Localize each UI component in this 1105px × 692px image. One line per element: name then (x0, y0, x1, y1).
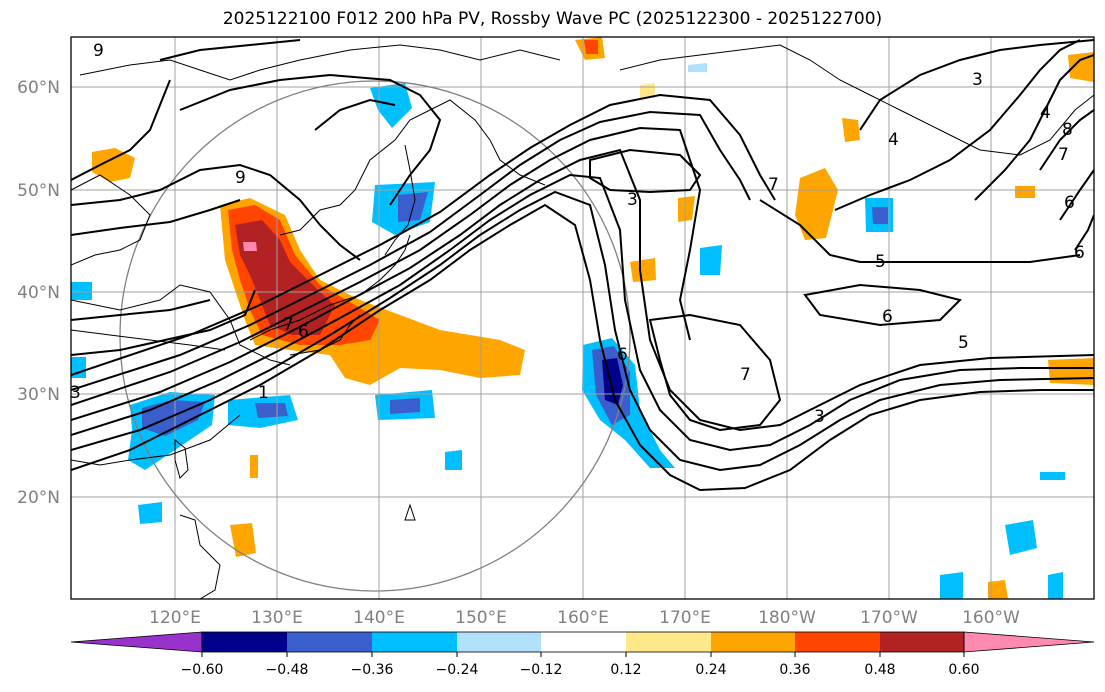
contour-label: 9 (93, 41, 104, 61)
pv-contours (71, 39, 1094, 492)
plot-frame (70, 36, 1095, 600)
colorbar-extend-min (70, 631, 203, 653)
negative-anomaly (1005, 520, 1037, 555)
negative-anomaly-strong (255, 403, 288, 418)
contour-label: 6 (298, 322, 309, 342)
colorbar-tick-label: 0.48 (864, 662, 895, 678)
contour-label: 7 (768, 175, 779, 195)
lon-tick-label: 160°E (557, 608, 609, 628)
positive-anomaly (988, 580, 1008, 599)
colorbar-segment (626, 632, 711, 652)
map-title: 2025122100 F012 200 hPa PV, Rossby Wave … (222, 9, 883, 29)
contour-label: 7 (283, 315, 294, 335)
colorbar-segment (880, 632, 964, 652)
colorbar-tick-label: 0.36 (779, 662, 810, 678)
negative-anomaly (370, 83, 412, 128)
contour-label: 7 (1058, 145, 1069, 165)
lon-tick-label: 140°E (353, 608, 405, 628)
contour-label-layer: 9 9 7 6 1 3 3 4 7 5 6 5 6 7 3 8 7 6 4 6 … (70, 41, 1085, 427)
contour-label: 3 (814, 407, 825, 427)
colorbar-segment (711, 632, 795, 652)
lon-tick-label: 170°W (860, 608, 918, 628)
colorbar-segment (287, 632, 372, 652)
contour-label: 5 (958, 333, 969, 353)
lon-axis: 120°E 130°E 140°E 150°E 160°E 170°E 180°… (149, 608, 1020, 628)
positive-anomaly (678, 196, 695, 222)
lon-tick-label: 150°E (455, 608, 507, 628)
positive-anomaly (584, 40, 598, 54)
colorbar-tick-label: 0.12 (610, 662, 641, 678)
colorbar-segment (372, 632, 457, 652)
lat-tick-label: 40°N (17, 283, 60, 303)
colorbar-tick-label: 0.24 (695, 662, 726, 678)
colorbar: −0.60 −0.48 −0.36 −0.24 −0.12 0.12 0.24 … (70, 631, 1095, 678)
contour-label: 7 (740, 365, 751, 385)
colorbar-tick-label: −0.60 (181, 662, 224, 678)
positive-anomaly (250, 455, 258, 478)
negative-anomaly (1048, 572, 1063, 599)
lat-tick-label: 30°N (17, 385, 60, 405)
negative-anomaly-strong (390, 398, 420, 414)
lon-tick-label: 120°E (149, 608, 201, 628)
contour-label: 3 (70, 383, 81, 403)
positive-anomaly (230, 523, 256, 557)
positive-anomaly (1015, 186, 1035, 198)
contour-label: 6 (1064, 193, 1075, 213)
contour-label: 9 (235, 168, 246, 188)
positive-anomaly (1068, 52, 1094, 82)
positive-anomaly-peak (243, 242, 257, 251)
lat-tick-label: 50°N (17, 181, 60, 201)
positive-anomaly (630, 258, 656, 282)
contour-label: 3 (972, 70, 983, 90)
lon-tick-label: 160°W (962, 608, 1020, 628)
coastlines (71, 44, 1094, 599)
colorbar-tick-label: 0.60 (948, 662, 979, 678)
negative-anomaly (700, 245, 722, 275)
positive-anomaly (795, 168, 838, 240)
negative-anomaly (1040, 472, 1065, 480)
positive-anomaly (1048, 358, 1094, 385)
colorbar-tick-label: −0.36 (351, 662, 394, 678)
contour-label: 1 (258, 383, 269, 403)
negative-anomaly (138, 502, 162, 524)
colorbar-tick-label: −0.12 (520, 662, 563, 678)
lat-axis: 60°N 50°N 40°N 30°N 20°N (17, 78, 60, 508)
contour-label: 6 (617, 345, 628, 365)
contour-label: 4 (888, 130, 899, 150)
negative-anomaly-strong (872, 207, 888, 224)
contour-label: 4 (1040, 103, 1051, 123)
colorbar-tick-label: −0.24 (436, 662, 479, 678)
negative-anomaly (445, 450, 462, 470)
negative-anomaly (940, 572, 963, 599)
colorbar-segment (457, 632, 541, 652)
negative-anomaly-weak (688, 63, 707, 72)
contour-label: 3 (627, 190, 638, 210)
lon-tick-label: 180°W (758, 608, 816, 628)
positive-anomaly (92, 148, 135, 182)
colorbar-segment (795, 632, 880, 652)
colorbar-frame (201, 631, 965, 653)
contour-label: 6 (1074, 243, 1085, 263)
colorbar-segment (202, 632, 287, 652)
contour-label: 8 (1062, 120, 1073, 140)
colorbar-segment (541, 632, 626, 652)
plot-area: 9 9 7 6 1 3 3 4 7 5 6 5 6 7 3 8 7 6 4 6 … (70, 37, 1094, 599)
positive-anomaly (842, 118, 860, 142)
colorbar-extend-max (963, 631, 1095, 653)
lat-tick-label: 20°N (17, 488, 60, 508)
contour-label: 5 (875, 252, 886, 272)
lon-tick-label: 170°E (659, 608, 711, 628)
lat-tick-label: 60°N (17, 78, 60, 98)
lon-tick-label: 130°E (251, 608, 303, 628)
negative-anomaly (71, 282, 92, 300)
contour-label: 6 (882, 307, 893, 327)
colorbar-tick-label: −0.48 (266, 662, 309, 678)
